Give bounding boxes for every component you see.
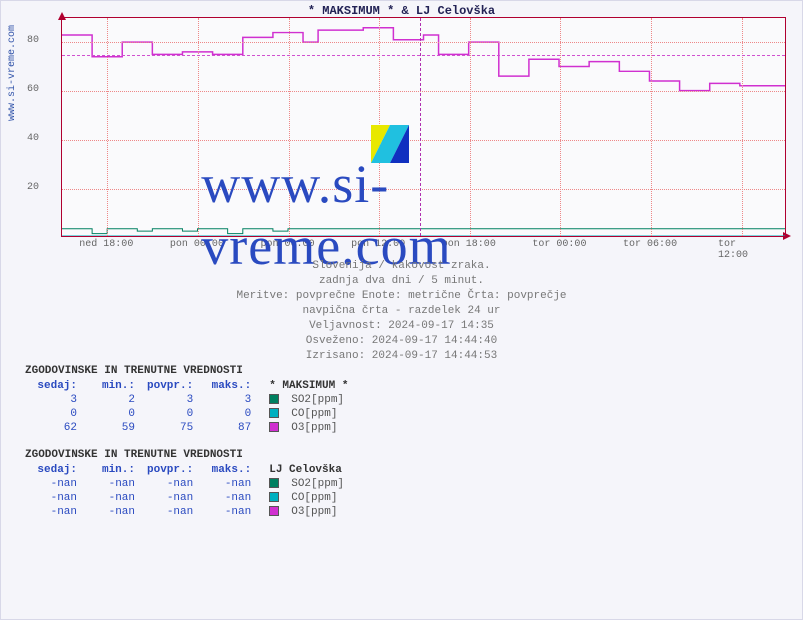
y-tick-label: 80 <box>27 35 39 46</box>
legend-swatch <box>269 492 279 502</box>
table-cell: 75 <box>141 421 199 435</box>
metric-label: CO[ppm] <box>285 491 365 505</box>
series-name-header: * MAKSIMUM * <box>257 379 365 393</box>
table-cell: 0 <box>141 407 199 421</box>
table-cell: -nan <box>199 491 257 505</box>
table-cell: 0 <box>199 407 257 421</box>
table-row: 0000CO[ppm] <box>25 407 365 421</box>
table-cell: -nan <box>25 477 83 491</box>
metric-label: O3[ppm] <box>285 505 365 519</box>
col-header: sedaj: <box>25 379 83 393</box>
x-tick-label: pon 12:00 <box>351 239 405 250</box>
table-cell: 59 <box>83 421 141 435</box>
caption-block: Slovenija / kakovost zraka. zadnja dva d… <box>1 259 802 364</box>
x-tick-label: tor 06:00 <box>623 239 677 250</box>
y-tick-label: 20 <box>27 182 39 193</box>
legend-swatch <box>269 506 279 516</box>
table-cell: 2 <box>83 393 141 407</box>
metric-label: SO2[ppm] <box>285 393 365 407</box>
legend-swatch <box>269 408 279 418</box>
caption-line: navpična črta - razdelek 24 ur <box>1 304 802 319</box>
chart-plot-area <box>61 17 786 237</box>
table-row: -nan-nan-nan-nanO3[ppm] <box>25 505 365 519</box>
col-header: povpr.: <box>141 379 199 393</box>
col-header: maks.: <box>199 379 257 393</box>
table-cell: 3 <box>25 393 83 407</box>
col-header: sedaj: <box>25 463 83 477</box>
y-axis-label: www.si-vreme.com <box>7 25 18 121</box>
chart-series-svg <box>62 18 785 236</box>
caption-line: Osveženo: 2024-09-17 14:44:40 <box>1 334 802 349</box>
table-cell: -nan <box>83 505 141 519</box>
caption-line: Izrisano: 2024-09-17 14:44:53 <box>1 349 802 364</box>
table-row: 3233SO2[ppm] <box>25 393 365 407</box>
y-tick-label: 60 <box>27 84 39 95</box>
metric-label: SO2[ppm] <box>285 477 365 491</box>
y-tick-label: 40 <box>27 133 39 144</box>
series-name-header: LJ Celovška <box>257 463 365 477</box>
x-tick-label: pon 06:00 <box>261 239 315 250</box>
table-cell: 3 <box>141 393 199 407</box>
x-tick-label: ned 18:00 <box>79 239 133 250</box>
table-title: ZGODOVINSKE IN TRENUTNE VREDNOSTI <box>25 449 365 461</box>
caption-line: Meritve: povprečne Enote: metrične Črta:… <box>1 289 802 304</box>
table-cell: 62 <box>25 421 83 435</box>
table-cell: 0 <box>25 407 83 421</box>
x-tick-label: pon 00:00 <box>170 239 224 250</box>
metric-label: O3[ppm] <box>285 421 365 435</box>
table-cell: -nan <box>25 505 83 519</box>
table-cell: -nan <box>83 477 141 491</box>
table-cell: 0 <box>83 407 141 421</box>
table-cell: -nan <box>199 505 257 519</box>
stats-table: sedaj:min.:povpr.:maks.:LJ Celovška-nan-… <box>25 463 365 519</box>
legend-swatch <box>269 394 279 404</box>
caption-line: Slovenija / kakovost zraka. <box>1 259 802 274</box>
legend-swatch <box>269 478 279 488</box>
caption-line: zadnja dva dni / 5 minut. <box>1 274 802 289</box>
stats-table: sedaj:min.:povpr.:maks.:* MAKSIMUM *3233… <box>25 379 365 435</box>
x-tick-label: tor 12:00 <box>718 239 763 261</box>
chart-title: * MAKSIMUM * & LJ Celovška <box>1 4 802 18</box>
table-cell: 3 <box>199 393 257 407</box>
table-row: -nan-nan-nan-nanSO2[ppm] <box>25 477 365 491</box>
col-header: maks.: <box>199 463 257 477</box>
data-tables: ZGODOVINSKE IN TRENUTNE VREDNOSTIsedaj:m… <box>25 365 365 533</box>
caption-line: Veljavnost: 2024-09-17 14:35 <box>1 319 802 334</box>
table-row: 62597587 O3[ppm] <box>25 421 365 435</box>
table-cell: -nan <box>83 491 141 505</box>
table-cell: -nan <box>141 505 199 519</box>
table-title: ZGODOVINSKE IN TRENUTNE VREDNOSTI <box>25 365 365 377</box>
table-row: -nan-nan-nan-nanCO[ppm] <box>25 491 365 505</box>
x-tick-label: tor 00:00 <box>532 239 586 250</box>
x-tick-label: pon 18:00 <box>442 239 496 250</box>
metric-label: CO[ppm] <box>285 407 365 421</box>
col-header: min.: <box>83 463 141 477</box>
legend-swatch <box>269 422 279 432</box>
table-cell: -nan <box>199 477 257 491</box>
table-cell: -nan <box>141 491 199 505</box>
table-cell: 87 <box>199 421 257 435</box>
table-cell: -nan <box>25 491 83 505</box>
col-header: povpr.: <box>141 463 199 477</box>
col-header: min.: <box>83 379 141 393</box>
table-cell: -nan <box>141 477 199 491</box>
